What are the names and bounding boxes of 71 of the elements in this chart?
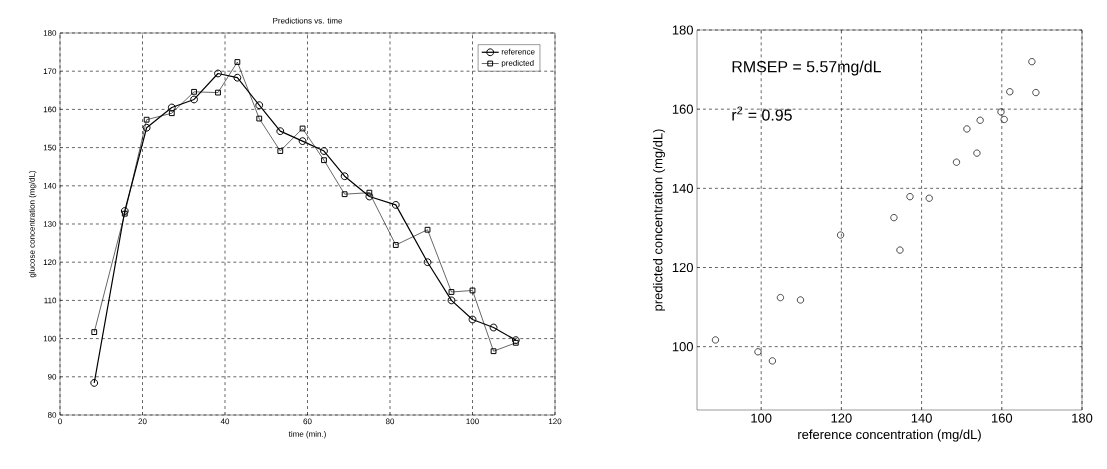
point xyxy=(234,59,241,65)
x-axis-title: reference concentration (mg/dL) xyxy=(798,429,981,442)
x-tick-label: 120 xyxy=(831,413,852,423)
point xyxy=(511,336,520,345)
x-tick-label: 140 xyxy=(911,413,932,423)
point xyxy=(168,110,175,117)
point xyxy=(837,231,845,239)
point xyxy=(298,137,307,145)
y-tick-label: 180 xyxy=(672,25,693,35)
point xyxy=(1000,115,1008,124)
point xyxy=(90,379,99,387)
point xyxy=(1028,58,1036,66)
point xyxy=(256,115,263,122)
y-tick-label: 160 xyxy=(672,104,693,114)
point xyxy=(768,357,776,365)
point xyxy=(1006,88,1014,96)
y-tick-label: 120 xyxy=(672,262,693,273)
point xyxy=(776,294,784,302)
point xyxy=(512,339,519,346)
x-tick-label: 180 xyxy=(1072,413,1093,423)
annotation: RMSEP = 5.57mg/dL xyxy=(732,60,881,76)
y-tick-label: 140 xyxy=(672,183,693,193)
y-tick-label: 100 xyxy=(672,342,693,352)
point xyxy=(796,296,805,304)
point xyxy=(143,116,150,123)
point xyxy=(392,242,399,248)
point xyxy=(391,201,400,209)
point xyxy=(973,149,981,157)
point xyxy=(255,101,264,110)
point xyxy=(341,191,348,198)
point xyxy=(214,69,222,78)
point xyxy=(754,348,762,356)
point xyxy=(190,95,198,104)
point xyxy=(366,189,373,196)
point xyxy=(276,127,285,136)
x-tick-label: 160 xyxy=(991,413,1013,423)
point xyxy=(448,289,455,295)
point xyxy=(321,157,327,164)
point xyxy=(191,88,197,95)
point xyxy=(890,214,898,222)
point xyxy=(963,125,971,133)
point xyxy=(925,194,933,202)
point xyxy=(423,258,432,267)
point xyxy=(299,125,306,132)
point xyxy=(233,73,242,82)
point xyxy=(447,296,456,305)
point xyxy=(976,116,984,124)
point xyxy=(490,348,497,355)
point xyxy=(215,89,221,96)
point xyxy=(489,323,498,332)
point xyxy=(952,158,961,166)
point xyxy=(91,329,98,335)
point xyxy=(121,210,128,217)
point xyxy=(320,147,328,155)
point xyxy=(997,108,1005,116)
point xyxy=(424,226,431,233)
point xyxy=(906,193,914,201)
y-axis-title: predicted concentration (mg/dL) xyxy=(652,129,666,311)
point xyxy=(711,336,720,344)
point xyxy=(469,287,476,294)
point xyxy=(896,246,904,254)
point xyxy=(277,148,284,154)
point xyxy=(468,315,477,324)
point xyxy=(167,103,176,112)
point xyxy=(1032,88,1040,97)
x-tick-label: 100 xyxy=(751,413,772,423)
point xyxy=(365,192,374,201)
point xyxy=(120,207,129,215)
point xyxy=(142,123,151,132)
annotation: r$^{2}$ = 0.95 xyxy=(732,106,792,121)
point xyxy=(340,172,349,181)
